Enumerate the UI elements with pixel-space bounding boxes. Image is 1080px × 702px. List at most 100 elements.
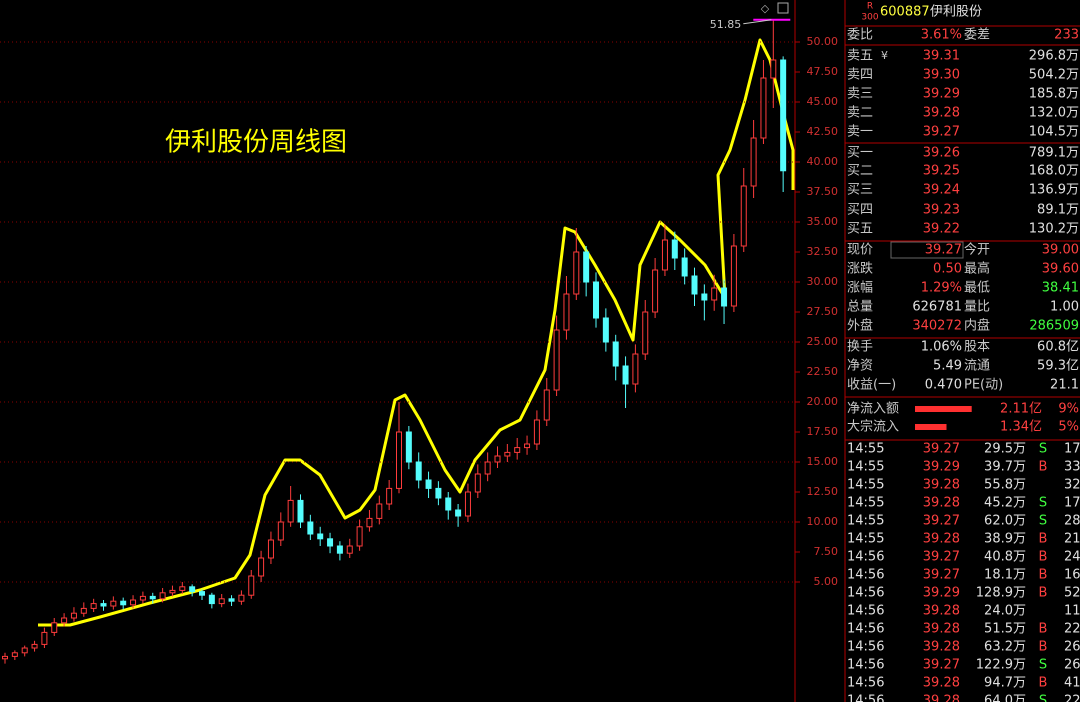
diamond-icon[interactable]: ◇ (761, 2, 770, 15)
candle-body (612, 341, 619, 367)
tick-side: B (1039, 568, 1048, 583)
candle-body (189, 586, 196, 593)
tick-price: 39.28 (923, 604, 960, 619)
book-price: 39.25 (923, 164, 960, 179)
field-value: 39.00 (1042, 243, 1079, 258)
y-tick-label: 17.50 (807, 425, 839, 438)
candle-body (179, 586, 186, 591)
flow-label: 大宗流入 (847, 419, 899, 435)
y-tick-label: 12.50 (807, 485, 839, 498)
candle-body (691, 275, 698, 295)
tick-price: 39.28 (923, 622, 960, 637)
tick-count: 32 (1064, 478, 1080, 493)
field-label: 外盘 (847, 318, 873, 334)
tick-time: 14:55 (847, 496, 884, 511)
book-price: 39.31 (923, 49, 960, 64)
flow-bar (915, 424, 947, 430)
book-price: 39.26 (923, 146, 960, 161)
tick-time: 14:56 (847, 550, 884, 565)
window-icon[interactable] (777, 2, 789, 14)
candle-body (238, 594, 245, 602)
field-label: 今开 (964, 242, 990, 258)
candle-body (681, 257, 688, 277)
book-price: 39.24 (923, 183, 960, 198)
field-value: 3.61% (921, 28, 962, 43)
candle-body (228, 598, 235, 602)
candle-body (642, 311, 649, 355)
candle-body (553, 329, 560, 391)
tick-count: 11 (1064, 604, 1080, 619)
y-tick-label: 42.50 (807, 125, 839, 138)
tick-side: B (1039, 460, 1048, 475)
candle-body (297, 499, 304, 523)
candle-body (11, 652, 18, 657)
flow-bar (915, 406, 972, 412)
book-volume: 296.8万 (1029, 49, 1079, 64)
book-label: 卖二 (847, 106, 873, 121)
candle-body (533, 419, 540, 445)
candle-body (445, 497, 452, 511)
book-label: 卖四 (847, 68, 873, 83)
candle-body (277, 521, 284, 541)
tick-price: 39.28 (923, 532, 960, 547)
book-label: 买四 (847, 203, 873, 218)
y-tick-label: 50.00 (807, 35, 839, 48)
candle-body (563, 293, 570, 331)
max-arrow (743, 19, 772, 25)
candle-body (671, 239, 678, 259)
book-volume: 789.1万 (1029, 146, 1079, 161)
y-tick-label: 37.50 (807, 185, 839, 198)
book-volume: 104.5万 (1029, 125, 1079, 140)
book-volume: 504.2万 (1029, 68, 1079, 83)
tick-volume: 94.7万 (984, 676, 1026, 691)
field-label: 委差 (964, 28, 990, 43)
tick-side: S (1039, 442, 1047, 457)
field-value: 0.50 (933, 262, 962, 277)
candle-body (602, 317, 609, 343)
candle-body (149, 595, 156, 600)
tick-volume: 122.9万 (976, 658, 1026, 673)
candle-body (336, 545, 343, 554)
candle-body (474, 473, 481, 493)
candle-body (199, 591, 205, 596)
tick-count: 22 (1064, 694, 1080, 702)
tick-count: 22 (1064, 622, 1080, 637)
tick-volume: 64.0万 (984, 694, 1026, 702)
candle-body (750, 137, 757, 187)
tick-price: 39.28 (923, 640, 960, 655)
candle-body (543, 389, 550, 421)
tick-price: 39.27 (923, 568, 960, 583)
tick-volume: 38.9万 (984, 532, 1026, 547)
field-label: 现价 (847, 243, 873, 258)
tick-time: 14:56 (847, 622, 884, 637)
book-price: 39.27 (923, 125, 960, 140)
tick-volume: 39.7万 (984, 460, 1026, 475)
y-tick-label: 20.00 (807, 395, 839, 408)
field-value: 286509 (1029, 319, 1079, 334)
candle-body (730, 245, 737, 307)
stock-code: 600887 (880, 5, 930, 20)
field-value: 0.470 (925, 378, 962, 393)
y-tick-label: 40.00 (807, 155, 839, 168)
book-label: 卖三 (847, 87, 873, 102)
y-tick-label: 27.50 (807, 305, 839, 318)
candle-body (208, 594, 215, 605)
flow-amount: 1.34亿 (1000, 420, 1042, 435)
candle-body (701, 293, 708, 301)
tick-side: B (1039, 622, 1048, 637)
candle-body (218, 598, 225, 605)
candle-body (780, 59, 787, 172)
book-price: 39.23 (923, 203, 960, 218)
candle-body (583, 251, 590, 283)
tick-side: S (1039, 694, 1047, 702)
candle-body (435, 487, 442, 499)
y-tick-label: 25.00 (807, 335, 839, 348)
candle-body (327, 538, 334, 547)
candle-body (573, 251, 580, 295)
candle-body (494, 455, 501, 463)
badge-top: R (867, 2, 873, 12)
tick-price: 39.29 (923, 460, 960, 475)
tick-price: 39.28 (923, 676, 960, 691)
tick-price: 39.27 (923, 514, 960, 529)
